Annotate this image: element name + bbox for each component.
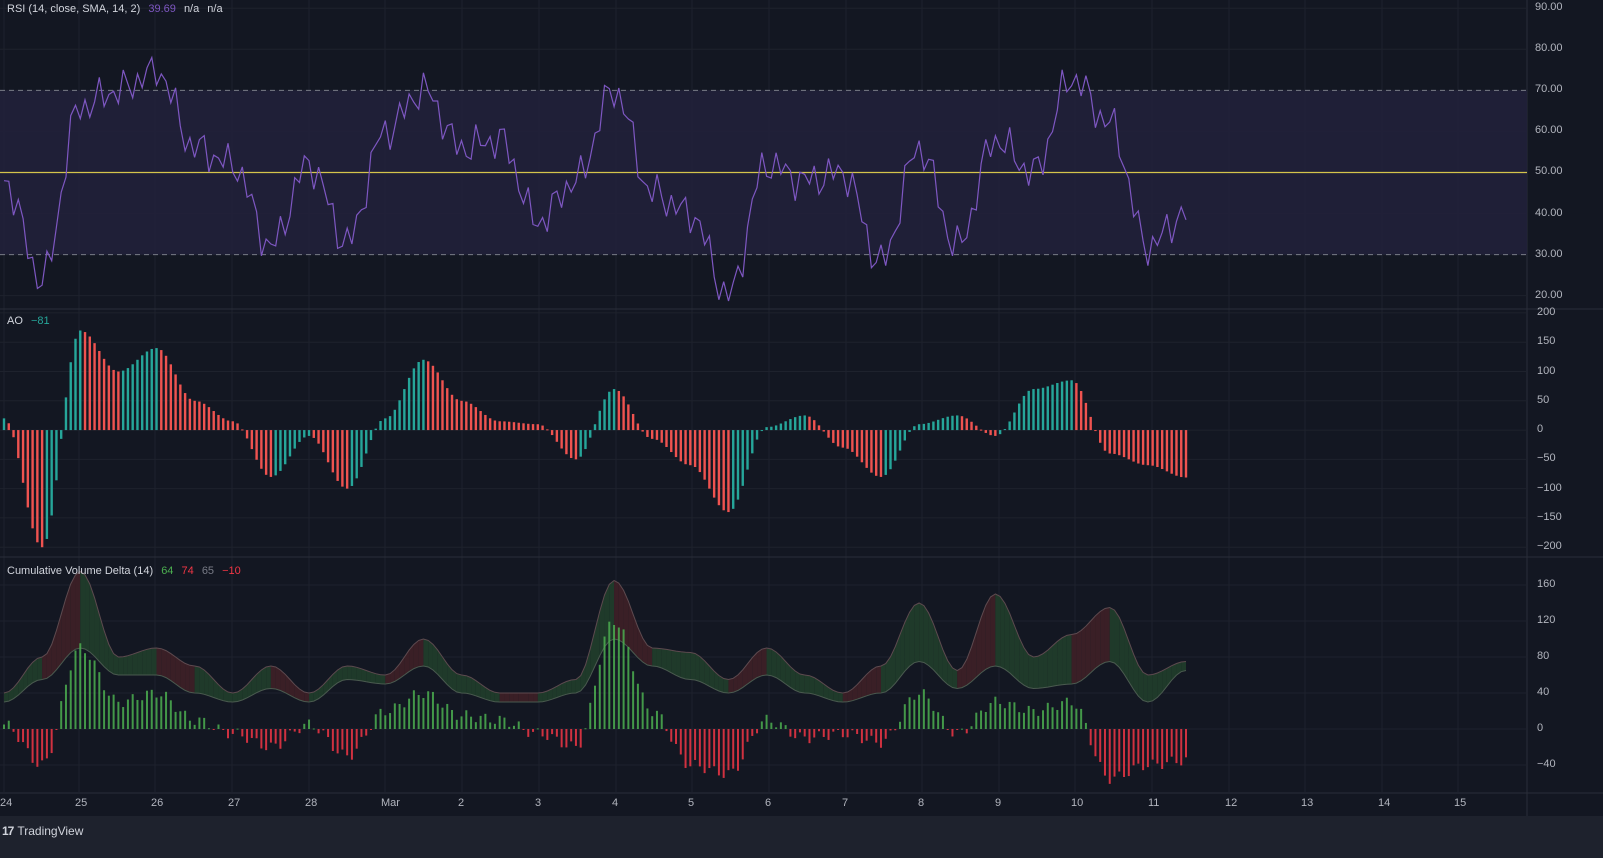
ao-legend[interactable]: AO −81 bbox=[7, 315, 55, 327]
x-axis-label: Mar bbox=[381, 797, 400, 809]
x-axis-label: 15 bbox=[1454, 797, 1467, 809]
ao-y-tick: −150 bbox=[1537, 510, 1562, 523]
x-axis-label: 7 bbox=[842, 797, 849, 809]
x-axis-label: 4 bbox=[612, 797, 619, 809]
x-axis-label: 28 bbox=[305, 797, 318, 809]
x-axis-label: 3 bbox=[535, 797, 542, 809]
rsi-legend-extra-2: n/a bbox=[207, 3, 223, 15]
brand-name: TradingView bbox=[17, 824, 84, 838]
x-axis-label: 11 bbox=[1148, 797, 1160, 809]
x-axis-label: 2 bbox=[458, 797, 465, 809]
rsi-legend-value: 39.69 bbox=[148, 3, 176, 15]
footer-bar: 17 TradingView bbox=[0, 816, 1603, 858]
cvd-y-tick: −40 bbox=[1537, 758, 1556, 770]
ao-y-tick: −50 bbox=[1537, 452, 1556, 465]
rsi-y-tick: 70.00 bbox=[1535, 83, 1563, 96]
rsi-legend[interactable]: RSI (14, close, SMA, 14, 2) 39.69 n/a n/… bbox=[7, 3, 228, 15]
rsi-y-tick: 80.00 bbox=[1535, 42, 1563, 55]
x-axis-label: 10 bbox=[1071, 797, 1084, 809]
x-axis-label: 12 bbox=[1225, 797, 1238, 809]
ao-legend-name: AO bbox=[7, 315, 23, 327]
ao-y-tick: 150 bbox=[1537, 335, 1556, 348]
cvd-legend[interactable]: Cumulative Volume Delta (14) 64 74 65 −1… bbox=[7, 565, 246, 577]
rsi-y-tick: 50.00 bbox=[1535, 165, 1563, 178]
cvd-y-tick: 120 bbox=[1537, 614, 1556, 626]
ao-y-tick: 100 bbox=[1537, 364, 1556, 377]
rsi-y-tick: 60.00 bbox=[1535, 124, 1563, 137]
rsi-y-tick: 20.00 bbox=[1535, 288, 1563, 301]
tradingview-logo-icon: 17 bbox=[2, 824, 14, 838]
cvd-y-tick: 0 bbox=[1537, 722, 1544, 734]
cvd-y-tick: 160 bbox=[1537, 578, 1556, 590]
tradingview-brand[interactable]: 17 TradingView bbox=[2, 824, 83, 838]
ao-y-tick: 50 bbox=[1537, 393, 1550, 406]
cvd-legend-name: Cumulative Volume Delta (14) bbox=[7, 565, 154, 577]
ao-y-tick: −100 bbox=[1537, 481, 1562, 494]
x-axis-label: 6 bbox=[765, 797, 772, 809]
x-axis-label: 13 bbox=[1301, 797, 1314, 809]
rsi-legend-extra-1: n/a bbox=[183, 3, 200, 15]
x-axis-label: 25 bbox=[75, 797, 88, 809]
ao-legend-value: −81 bbox=[30, 315, 50, 327]
x-axis-label: 9 bbox=[995, 797, 1002, 809]
cvd-legend-value-3: 65 bbox=[201, 565, 215, 577]
ao-y-tick: −200 bbox=[1537, 540, 1562, 553]
x-axis-label: 14 bbox=[1378, 797, 1391, 809]
ao-y-tick: 0 bbox=[1537, 423, 1544, 436]
x-axis-label: 26 bbox=[151, 797, 164, 809]
x-axis-label: 27 bbox=[228, 797, 241, 809]
x-axis-label: 8 bbox=[918, 797, 925, 809]
cvd-legend-value-2: 74 bbox=[181, 565, 194, 577]
cvd-legend-value-1: 64 bbox=[161, 565, 174, 577]
rsi-y-tick: 90.00 bbox=[1535, 1, 1563, 14]
rsi-legend-name: RSI (14, close, SMA, 14, 2) bbox=[7, 3, 141, 15]
rsi-y-tick: 30.00 bbox=[1535, 247, 1563, 260]
x-axis-label: 24 bbox=[0, 797, 13, 809]
rsi-y-tick: 40.00 bbox=[1535, 206, 1563, 219]
ao-y-tick: 200 bbox=[1537, 305, 1556, 318]
cvd-legend-value-4: −10 bbox=[222, 565, 241, 577]
cvd-y-tick: 80 bbox=[1537, 650, 1550, 662]
cvd-y-tick: 40 bbox=[1537, 686, 1550, 698]
x-axis-label: 5 bbox=[688, 797, 695, 809]
